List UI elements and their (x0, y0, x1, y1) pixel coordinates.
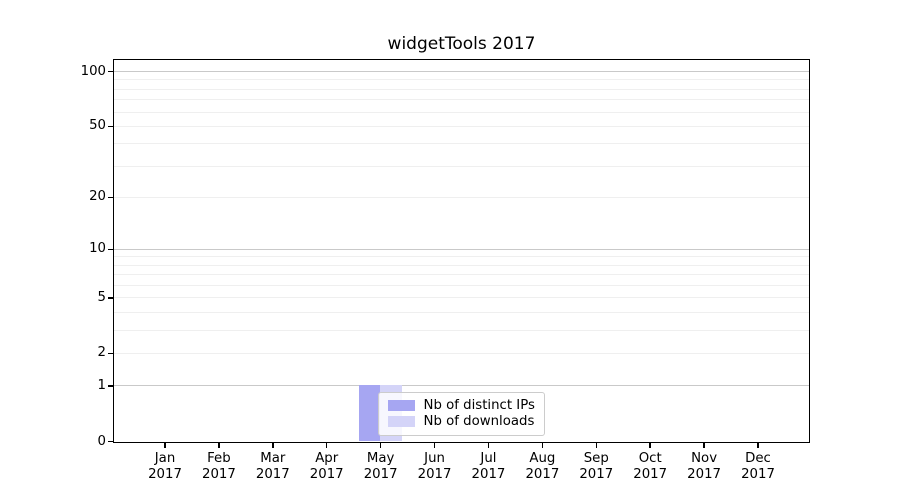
y-tick-label-100: 100 (80, 63, 106, 79)
y-tick-label-50: 50 (89, 118, 106, 134)
y-tick-label-5: 5 (97, 289, 106, 305)
x-tick-label-jan-2017: Jan 2017 (133, 451, 197, 484)
x-tick (595, 443, 597, 448)
x-tick-label-oct-2017: Oct 2017 (618, 451, 682, 484)
y-tick (107, 248, 113, 250)
x-tick-month: May (366, 450, 395, 466)
x-tick-month: Nov (691, 450, 718, 466)
x-tick (757, 443, 759, 448)
x-tick-year: 2017 (201, 467, 236, 482)
x-tick (433, 443, 436, 448)
x-tick-month: Oct (638, 450, 662, 466)
y-tick-label-1: 1 (97, 377, 106, 393)
x-tick-year: 2017 (309, 467, 344, 482)
gridline-minor (114, 256, 809, 258)
x-tick (703, 443, 705, 448)
y-tick (107, 385, 113, 387)
legend-label-nb-of-downloads: Nb of downloads (423, 413, 535, 429)
x-tick (326, 443, 328, 448)
x-tick-label-jun-2017: Jun 2017 (403, 451, 467, 484)
gridline-major (114, 248, 809, 250)
bar-nb-of-distinct-ips-may-2017 (358, 385, 381, 441)
x-tick-year: 2017 (687, 467, 722, 482)
x-tick (218, 443, 220, 448)
gridline-minor (114, 88, 809, 90)
gridline-minor (114, 285, 809, 287)
legend-entry-nb-of-distinct-ips: Nb of distinct IPs (387, 398, 535, 414)
x-tick-month: Jun (424, 450, 445, 466)
x-tick-year: 2017 (148, 467, 182, 482)
legend-entry-nb-of-downloads: Nb of downloads (387, 413, 535, 429)
gridline-minor (114, 297, 809, 299)
x-tick-label-apr-2017: Apr 2017 (295, 451, 359, 484)
x-tick-month: Dec (745, 450, 771, 466)
gridline-minor (114, 274, 809, 276)
gridline-minor (114, 99, 809, 101)
legend-swatch-nb-of-distinct-ips (387, 400, 415, 412)
gridline-minor (114, 79, 809, 81)
x-tick-month: Jan (154, 450, 176, 466)
gridline-minor (114, 111, 809, 113)
y-tick-label-10: 10 (89, 241, 106, 257)
y-tick-label-2: 2 (97, 345, 106, 361)
x-tick-year: 2017 (579, 467, 614, 482)
gridline-minor (114, 165, 809, 167)
x-tick-month: Apr (315, 450, 339, 466)
x-tick-year: 2017 (633, 467, 668, 482)
x-tick-month: Feb (207, 450, 231, 466)
x-tick-label-dec-2017: Dec 2017 (726, 451, 790, 484)
x-tick-month: Sep (583, 450, 609, 466)
gridline-minor (114, 329, 809, 331)
x-tick-label-sep-2017: Sep 2017 (564, 451, 628, 484)
x-tick (164, 443, 166, 448)
x-tick-month: Aug (529, 450, 556, 466)
gridline-major (114, 385, 809, 387)
y-tick (107, 352, 113, 355)
gridline-minor (114, 143, 809, 145)
x-tick-label-mar-2017: Mar 2017 (241, 451, 305, 484)
x-tick-label-aug-2017: Aug 2017 (510, 451, 574, 484)
gridline-minor (114, 312, 809, 313)
x-tick-year: 2017 (417, 467, 452, 482)
x-tick-month: Mar (260, 450, 286, 466)
x-tick-label-jul-2017: Jul 2017 (456, 451, 520, 484)
x-tick-year: 2017 (255, 467, 290, 482)
x-tick-year: 2017 (471, 467, 506, 482)
y-tick-label-20: 20 (89, 189, 106, 205)
y-tick (107, 70, 113, 73)
x-tick (379, 443, 382, 448)
x-tick-label-nov-2017: Nov 2017 (672, 451, 736, 484)
x-tick-label-may-2017: May 2017 (349, 451, 413, 484)
x-tick-year: 2017 (525, 467, 560, 482)
gridline-minor (114, 264, 809, 266)
gridline-minor (114, 196, 809, 198)
x-tick (541, 443, 544, 448)
y-tick (107, 297, 113, 299)
gridline-minor (114, 352, 809, 354)
gridline-major (114, 71, 809, 73)
plot-area: Nb of distinct IPs Nb of downloads (113, 59, 810, 443)
legend-swatch-nb-of-downloads (387, 415, 415, 427)
y-tick (107, 440, 113, 443)
y-tick (107, 125, 113, 128)
legend: Nb of distinct IPs Nb of downloads (377, 391, 545, 436)
y-tick-label-0: 0 (97, 433, 106, 449)
x-tick-month: Jul (480, 450, 497, 466)
x-tick (272, 443, 274, 448)
x-tick-year: 2017 (741, 467, 775, 482)
x-tick (487, 443, 490, 448)
x-tick-year: 2017 (363, 467, 398, 482)
x-tick-label-feb-2017: Feb 2017 (187, 451, 251, 484)
y-tick (107, 196, 113, 199)
chart-title: widgetTools 2017 (387, 34, 536, 54)
gridline-minor (114, 125, 809, 127)
legend-label-nb-of-distinct-ips: Nb of distinct IPs (423, 398, 535, 414)
x-tick (649, 443, 651, 448)
